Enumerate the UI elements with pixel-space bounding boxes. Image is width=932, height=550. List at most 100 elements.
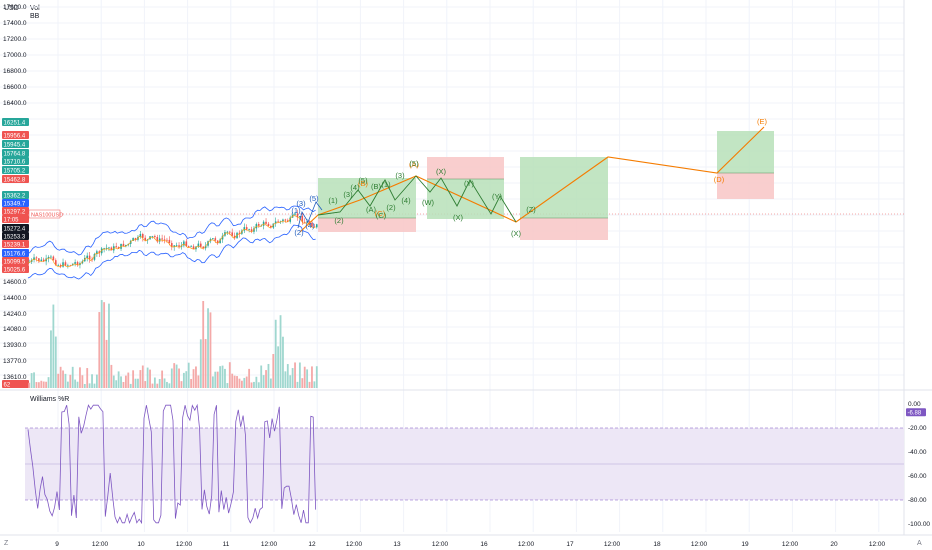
candle-body (311, 222, 313, 227)
price-flag (2, 240, 29, 248)
wave-label: (E) (757, 117, 768, 126)
price-flag (2, 149, 29, 157)
volume-bar (204, 339, 207, 388)
time-axis-label: 16 (480, 541, 488, 548)
candle-body (303, 221, 306, 223)
volume-bar (238, 378, 241, 388)
volume-bar (83, 383, 86, 388)
candle-body (212, 238, 214, 240)
candle-body (202, 246, 205, 249)
price-flag-label: 15239.1 (4, 242, 26, 248)
time-axis-label: 12 (308, 541, 316, 548)
candle-body (96, 251, 98, 255)
price-tick-label: 14080.0 (3, 326, 27, 333)
volume-bar (42, 381, 45, 388)
bb-upper (27, 205, 316, 256)
price-flag-label: 16251.4 (4, 120, 26, 126)
candle-body (88, 255, 91, 260)
volume-bar (146, 367, 149, 388)
volume-bar (117, 371, 120, 388)
volume-bar (311, 366, 313, 388)
wave-label: (Z) (526, 205, 536, 214)
volume-bar (69, 374, 72, 388)
candle-body (308, 221, 311, 223)
wave-label: (5) (358, 176, 368, 185)
candle-body (301, 216, 304, 222)
candle-body (199, 243, 202, 247)
volume-bar (50, 330, 52, 388)
time-axis-label: 12:00 (92, 541, 109, 548)
volume-bar (35, 382, 38, 388)
candle-body (134, 238, 137, 240)
wave-label: (2) (334, 216, 344, 225)
corner-left-label[interactable]: Z (4, 540, 9, 547)
wave-label: (5) (309, 194, 319, 203)
volume-bar (163, 378, 166, 388)
wave-label: (C) (376, 211, 387, 220)
price-tick-label: 17000.0 (3, 52, 27, 59)
volume-bar (127, 372, 130, 388)
volume-bar (219, 366, 222, 388)
candle-body (241, 230, 243, 234)
volume-bar (161, 370, 164, 388)
candle-body (141, 234, 144, 238)
time-axis-label: 12:00 (518, 541, 535, 548)
volume-bar (182, 372, 185, 388)
wave-label: (1) (291, 206, 301, 215)
wave-label: (4) (350, 183, 360, 192)
volume-bar (221, 365, 224, 388)
wave-label: (A) (366, 205, 377, 214)
corner-right-label[interactable]: A (917, 540, 922, 547)
candle-body (64, 262, 67, 266)
candle-body (185, 241, 188, 247)
volume-bar (253, 381, 255, 388)
candle-body (262, 221, 265, 226)
wave-label: (B) (358, 179, 369, 188)
wave-label: (3) (343, 190, 353, 199)
candle-body (173, 245, 176, 247)
indicator-legend[interactable]: Williams %R (30, 396, 70, 403)
bb-legend[interactable]: BB (30, 13, 40, 20)
price-flag (2, 232, 29, 240)
candle-body (228, 231, 231, 233)
volume-bar (291, 368, 294, 388)
volume-bar (274, 319, 277, 388)
volume-bar (187, 362, 190, 388)
volume-bar (236, 376, 238, 388)
symbol-label: NAS100USD (31, 212, 63, 218)
volume-bar (103, 302, 106, 388)
volume-bar (52, 304, 55, 388)
candle-body (86, 255, 89, 258)
candle-body (187, 246, 190, 247)
candle-body (144, 237, 147, 241)
candle-body (105, 247, 108, 249)
volume-bar (47, 377, 50, 388)
candle-body (253, 228, 255, 232)
price-flag (2, 207, 29, 215)
candle-body (231, 232, 234, 236)
volume-bar (202, 301, 205, 388)
volume-bar (303, 366, 306, 388)
candle-body (277, 221, 279, 223)
volume-bar (45, 381, 48, 388)
wave-label: (Y) (492, 192, 503, 201)
candle-body (274, 221, 277, 224)
volume-bar (170, 368, 173, 388)
volume-bar (294, 362, 296, 388)
indicator-tick-label: -60.00 (908, 473, 927, 480)
price-flag (2, 157, 29, 165)
vol-legend[interactable]: Vol (30, 5, 40, 12)
candle-body (190, 246, 192, 248)
candle-body (115, 246, 118, 248)
volume-bar (57, 373, 60, 388)
price-flag-label: 62 (4, 382, 11, 388)
candle-body (154, 236, 156, 237)
time-axis-label: 12:00 (691, 541, 708, 548)
volume-bar (40, 380, 43, 388)
candle-body (175, 245, 178, 247)
volume-bar (224, 368, 226, 388)
candle-body (265, 221, 267, 224)
volume-bar (269, 378, 272, 388)
loss-zone (717, 173, 774, 199)
